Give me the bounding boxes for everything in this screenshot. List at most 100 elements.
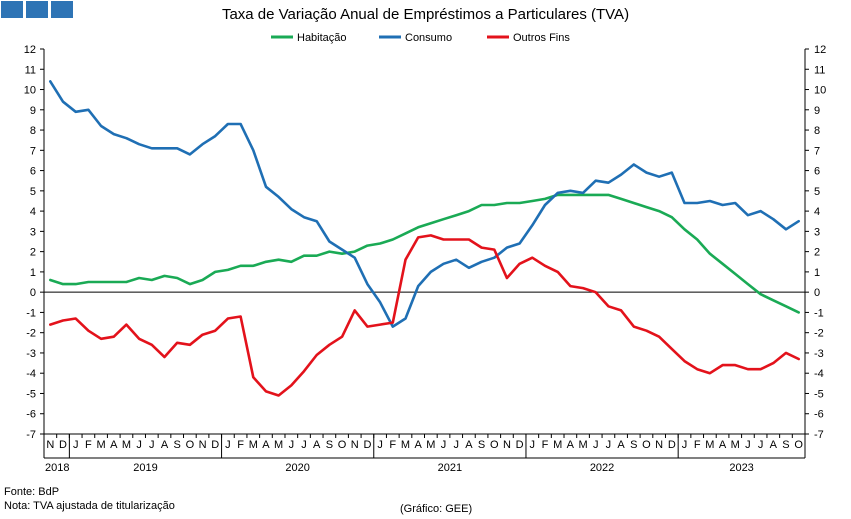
y-tick-label-right: 7 <box>814 145 820 157</box>
y-tick-label-right: 5 <box>814 186 820 198</box>
x-tick-label: A <box>719 439 727 451</box>
y-tick-label-left: -1 <box>26 307 36 319</box>
x-tick-label: A <box>161 439 169 451</box>
y-tick-label-right: 12 <box>814 44 826 56</box>
legend-label: Consumo <box>405 32 452 44</box>
x-tick-label: A <box>770 439 778 451</box>
y-tick-label-left: -5 <box>26 388 36 400</box>
y-tick-label-left: -2 <box>26 328 36 340</box>
y-tick-label-left: 1 <box>30 267 36 279</box>
y-tick-label-right: -2 <box>814 328 824 340</box>
y-tick-label-right: 4 <box>814 206 820 218</box>
series-line-consumo <box>48 80 801 328</box>
y-tick-label-left: 9 <box>30 105 36 117</box>
x-tick-label: A <box>110 439 118 451</box>
x-tick-label: S <box>174 439 181 451</box>
x-tick-label: M <box>731 439 740 451</box>
x-tick-label: J <box>136 439 142 451</box>
y-tick-label-left: 3 <box>30 226 36 238</box>
x-tick-label: A <box>313 439 321 451</box>
x-tick-label: D <box>668 439 676 451</box>
x-tick-label: M <box>553 439 562 451</box>
y-tick-label-left: -6 <box>26 409 36 421</box>
y-tick-label-right: 11 <box>814 64 825 76</box>
source-note: Fonte: BdP <box>4 486 60 498</box>
y-tick-label-left: 8 <box>30 125 36 137</box>
logo-block <box>26 1 48 18</box>
y-tick-label-left: 11 <box>25 64 36 76</box>
x-tick-label: F <box>542 439 549 451</box>
y-tick-label-left: -3 <box>26 348 36 360</box>
x-tick-label: S <box>782 439 789 451</box>
footnote: Nota: TVA ajustada de titularização <box>4 500 175 512</box>
x-tick-label: F <box>237 439 244 451</box>
x-tick-label: M <box>401 439 410 451</box>
y-tick-label-right: 3 <box>814 226 820 238</box>
x-tick-label: A <box>567 439 575 451</box>
x-tick-label: M <box>705 439 714 451</box>
x-tick-label: J <box>758 439 764 451</box>
x-tick-label: N <box>655 439 663 451</box>
series-line-habita-o <box>48 193 801 314</box>
x-tick-label: J <box>745 439 751 451</box>
y-tick-label-right: 8 <box>814 125 820 137</box>
x-tick-label: J <box>606 439 612 451</box>
x-tick-label: A <box>262 439 270 451</box>
year-label: 2023 <box>729 462 753 474</box>
x-tick-label: A <box>617 439 625 451</box>
x-tick-label: M <box>96 439 105 451</box>
y-tick-label-right: 2 <box>814 247 820 259</box>
y-tick-label-left: 5 <box>30 186 36 198</box>
y-tick-label-right: 9 <box>814 105 820 117</box>
series-line-outros-fins <box>48 234 801 397</box>
x-tick-label: J <box>593 439 599 451</box>
x-tick-label: J <box>682 439 688 451</box>
y-tick-label-left: 6 <box>30 166 36 178</box>
y-tick-label-right: -3 <box>814 348 824 360</box>
y-tick-label-right: 6 <box>814 166 820 178</box>
y-tick-label-right: -7 <box>814 429 824 441</box>
y-tick-label-right: -6 <box>814 409 824 421</box>
y-tick-label-left: -7 <box>26 429 36 441</box>
y-tick-label-left: 10 <box>24 85 36 97</box>
x-tick-label: A <box>465 439 473 451</box>
y-tick-label-right: 1 <box>814 267 820 279</box>
x-tick-label: N <box>503 439 511 451</box>
logo <box>1 1 73 18</box>
x-tick-label: M <box>274 439 283 451</box>
x-tick-label: O <box>794 439 803 451</box>
year-label: 2022 <box>590 462 614 474</box>
x-tick-label: O <box>642 439 651 451</box>
x-tick-label: J <box>530 439 536 451</box>
x-tick-label: J <box>453 439 459 451</box>
legend-label: Outros Fins <box>513 32 570 44</box>
y-tick-label-right: 10 <box>814 85 826 97</box>
x-tick-label: J <box>301 439 307 451</box>
year-label: 2020 <box>285 462 309 474</box>
x-tick-label: N <box>199 439 207 451</box>
y-tick-label-right: 0 <box>814 287 820 299</box>
year-label: 2021 <box>438 462 462 474</box>
y-tick-label-left: -4 <box>26 368 36 380</box>
y-tick-label-left: 2 <box>30 247 36 259</box>
x-tick-label: M <box>122 439 131 451</box>
x-tick-label: M <box>426 439 435 451</box>
y-tick-label-right: -4 <box>814 368 824 380</box>
x-tick-label: S <box>478 439 485 451</box>
x-tick-label: A <box>414 439 422 451</box>
y-tick-label-left: 4 <box>30 206 36 218</box>
year-label: 2019 <box>133 462 157 474</box>
year-label: 2018 <box>45 462 69 474</box>
x-tick-label: O <box>186 439 195 451</box>
x-tick-label: M <box>249 439 258 451</box>
x-tick-label: O <box>338 439 347 451</box>
x-tick-label: O <box>490 439 499 451</box>
x-tick-label: F <box>85 439 92 451</box>
x-tick-label: M <box>578 439 587 451</box>
x-tick-label: D <box>516 439 524 451</box>
y-tick-label-right: -1 <box>814 307 824 319</box>
chart-title: Taxa de Variação Anual de Empréstimos a … <box>221 6 630 23</box>
y-tick-label-left: 12 <box>24 44 36 56</box>
x-tick-label: J <box>149 439 155 451</box>
